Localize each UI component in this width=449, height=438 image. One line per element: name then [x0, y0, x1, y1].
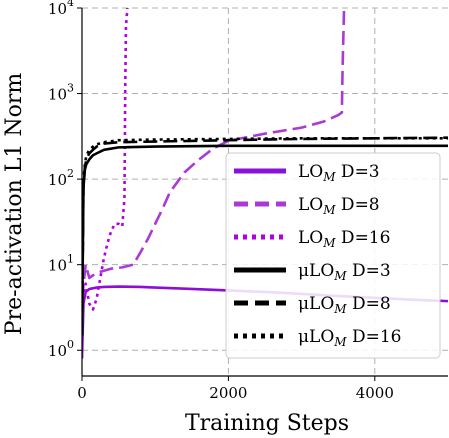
- legend-label-1: LOM D=3: [298, 162, 380, 184]
- y-tick-label: 103: [48, 82, 74, 104]
- legend-label-2: LOM D=8: [298, 195, 380, 217]
- legend-label-5: μLOM D=8: [298, 294, 391, 316]
- legend: LOM D=3 LOM D=8 LOM D=16 μLOM D=3 μLOM D=8 μL…: [225, 152, 441, 359]
- y-tick-label: 102: [48, 167, 74, 189]
- y-tick-label: 104: [48, 0, 74, 18]
- series-line-2: [82, 8, 346, 299]
- x-tick-label: 0: [77, 384, 87, 402]
- x-axis-label: Training Steps: [185, 411, 349, 436]
- y-axis-label: Pre-activation L1 Norm: [2, 73, 27, 336]
- legend-label-6: μLOM D=16: [298, 327, 402, 349]
- x-tick-label: 2000: [209, 384, 247, 402]
- y-tick-label: 101: [48, 253, 74, 275]
- legend-label-3: LOM D=16: [298, 228, 390, 250]
- legend-label-4: μLOM D=3: [298, 261, 391, 283]
- y-tick-label: 100: [48, 338, 74, 360]
- axes: [81, 8, 448, 377]
- x-tick-label: 4000: [356, 384, 394, 402]
- tick-labels: 0 2000 4000 100 101 102 103 104: [48, 0, 394, 402]
